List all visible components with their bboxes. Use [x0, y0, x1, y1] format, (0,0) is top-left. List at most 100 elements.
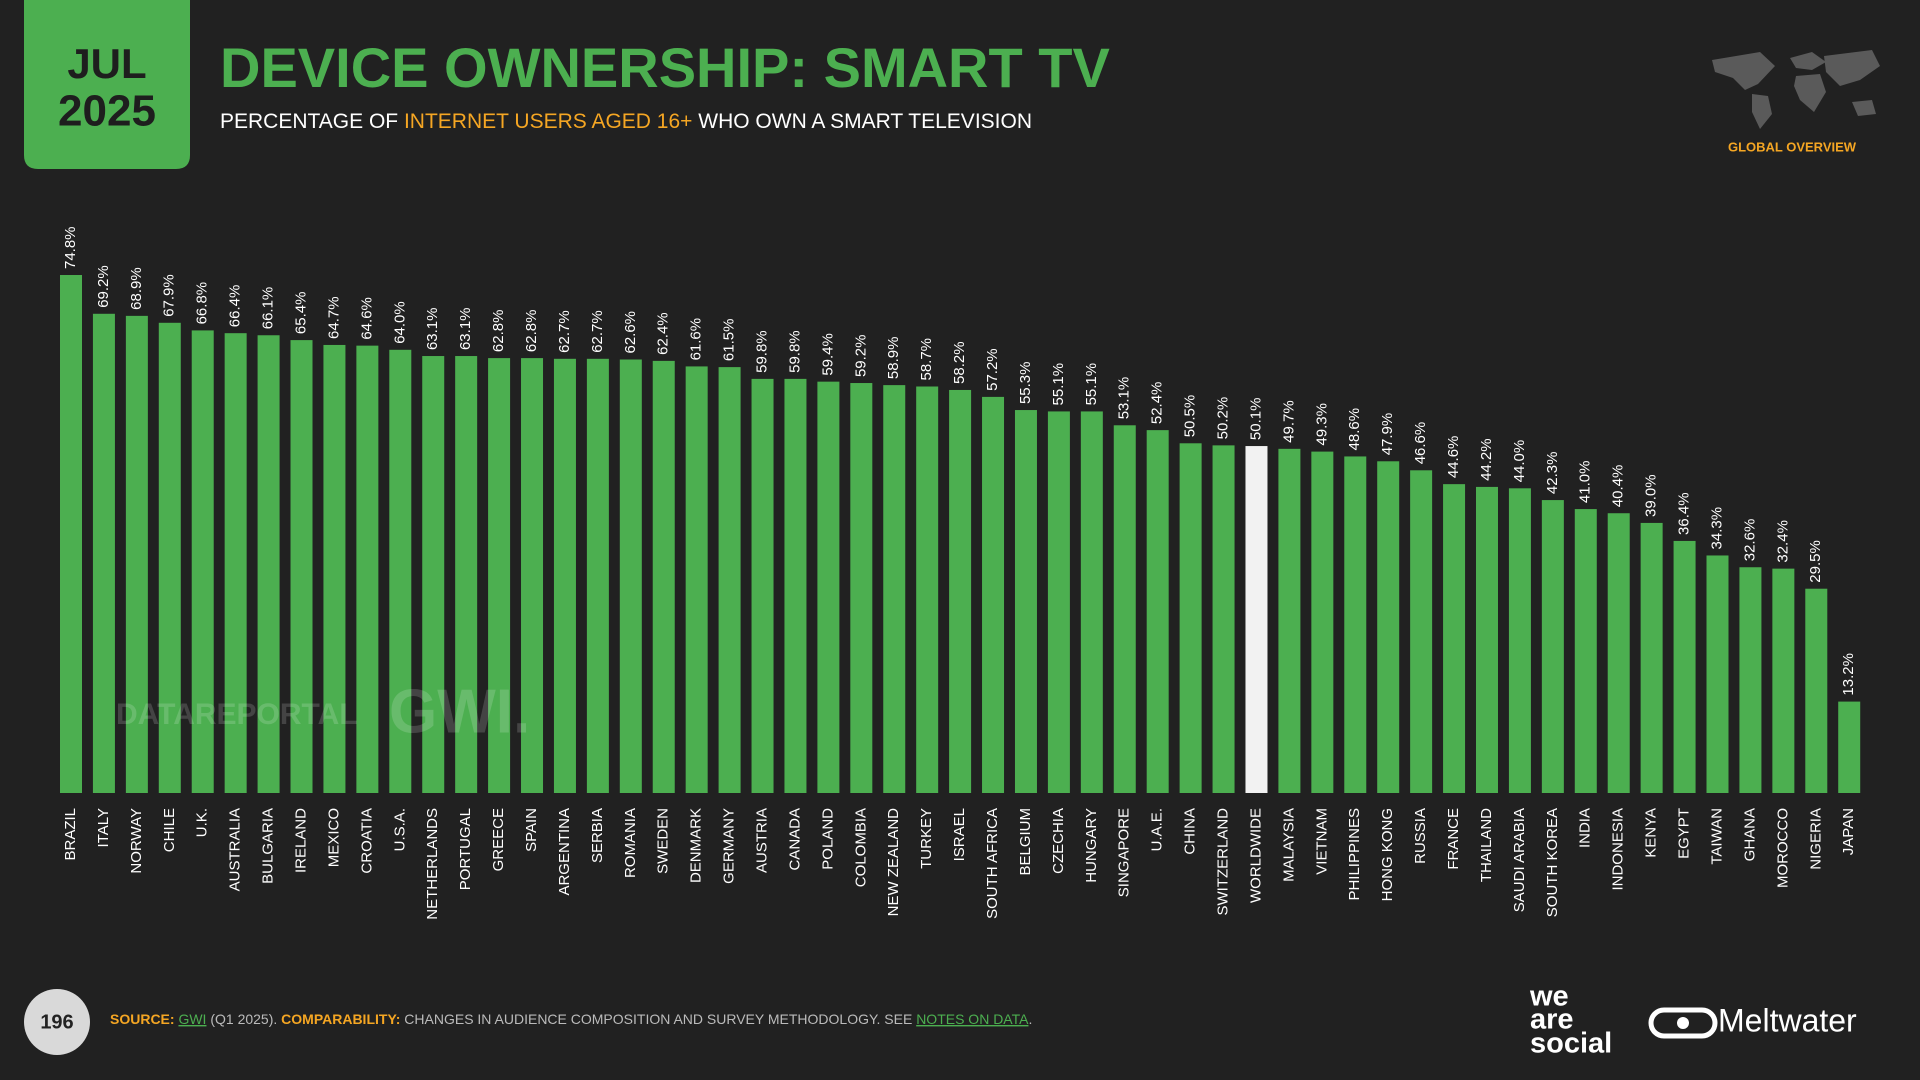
category-label: MEXICO	[325, 808, 342, 867]
category-label: CROATIA	[358, 808, 375, 874]
category-label: INDONESIA	[1610, 808, 1627, 891]
category-label: SOUTH AFRICA	[984, 808, 1001, 919]
bar	[718, 367, 741, 793]
value-label: 49.3%	[1313, 403, 1330, 446]
value-label: 36.4%	[1676, 492, 1693, 535]
logo-text: Meltwater	[1718, 1002, 1857, 1038]
category-label: FRANCE	[1445, 808, 1462, 870]
subtitle: PERCENTAGE OF INTERNET USERS AGED 16+ WH…	[220, 110, 1032, 133]
value-label: 65.4%	[292, 292, 309, 335]
bar	[1574, 509, 1597, 793]
value-label: 49.7%	[1280, 400, 1297, 443]
value-label: 66.8%	[194, 282, 211, 325]
category-label: AUSTRIA	[753, 808, 770, 873]
value-label: 50.1%	[1247, 398, 1264, 441]
category-label: SAUDI ARABIA	[1511, 808, 1528, 912]
bar	[1443, 484, 1466, 793]
value-label: 39.0%	[1643, 474, 1660, 517]
value-label: 34.3%	[1708, 507, 1725, 550]
category-label: PHILIPPINES	[1346, 808, 1363, 901]
category-label: U.A.E.	[1149, 808, 1166, 851]
value-label: 64.6%	[358, 297, 375, 340]
category-label: BELGIUM	[1017, 808, 1034, 876]
bar	[751, 378, 774, 793]
source-line: SOURCE: GWI (Q1 2025). COMPARABILITY: CH…	[110, 1011, 1032, 1027]
value-label: 59.2%	[852, 334, 869, 377]
bar-chart: 74.8% BRAZIL 69.2% ITALY 68.9% NORWAY 67.9% CHI…	[60, 226, 1861, 920]
category-label: ISRAEL	[951, 808, 968, 861]
value-label: 42.3%	[1544, 452, 1561, 495]
value-label: 32.4%	[1774, 520, 1791, 563]
logo-line: social	[1530, 1028, 1612, 1060]
bar	[323, 344, 346, 793]
bar	[488, 358, 511, 793]
value-label: 48.6%	[1346, 408, 1363, 451]
category-label: CHINA	[1182, 808, 1199, 855]
bar	[1805, 588, 1828, 793]
bar	[389, 349, 412, 793]
category-label: SOUTH KOREA	[1544, 808, 1561, 917]
category-label: GREECE	[490, 808, 507, 871]
category-label: U.S.A.	[391, 808, 408, 851]
bar	[916, 386, 939, 793]
value-label: 32.6%	[1741, 519, 1758, 562]
value-label: 52.4%	[1149, 382, 1166, 425]
category-label: MOROCCO	[1774, 808, 1791, 888]
bar	[125, 315, 148, 793]
value-label: 62.8%	[523, 310, 540, 353]
logo-we-are-social: we are social	[1529, 981, 1612, 1060]
bar	[817, 381, 840, 793]
category-label: TAIWAN	[1708, 808, 1725, 865]
source-link[interactable]: GWI	[178, 1011, 206, 1027]
value-label: 59.4%	[819, 333, 836, 376]
bar	[60, 275, 82, 793]
watermark: GWI.	[389, 677, 530, 746]
category-label: NIGERIA	[1807, 808, 1824, 870]
value-label: 66.4%	[227, 285, 244, 328]
value-label: 62.7%	[589, 310, 606, 353]
category-label: GHANA	[1741, 808, 1758, 861]
value-label: 58.2%	[951, 341, 968, 384]
value-label: 53.1%	[1116, 377, 1133, 420]
logo-meltwater: Meltwater	[1648, 1002, 1857, 1039]
bar	[1475, 486, 1498, 793]
bar	[850, 383, 873, 793]
logo-line: are	[1530, 1004, 1574, 1036]
watermark: DATAREPORTAL	[116, 698, 358, 731]
category-label: COLOMBIA	[852, 808, 869, 887]
category-label: NEW ZEALAND	[885, 808, 902, 917]
category-label: EGYPT	[1676, 808, 1693, 859]
value-label: 62.8%	[490, 310, 507, 353]
value-label: 67.9%	[161, 274, 178, 317]
category-label: JAPAN	[1840, 808, 1857, 855]
notes-link[interactable]: NOTES ON DATA	[916, 1011, 1029, 1027]
bar	[1640, 522, 1663, 793]
value-label: 63.1%	[457, 307, 474, 350]
category-label: KENYA	[1643, 808, 1660, 858]
bar	[982, 396, 1005, 793]
bar	[191, 330, 214, 793]
value-label: 41.0%	[1577, 461, 1594, 504]
value-label: 58.9%	[885, 337, 902, 380]
bar	[1607, 513, 1630, 793]
bar	[1278, 448, 1301, 793]
category-label: RUSSIA	[1412, 808, 1429, 864]
category-label: SERBIA	[589, 808, 606, 863]
value-label: 59.8%	[753, 330, 770, 373]
bar	[521, 358, 544, 793]
bar	[685, 366, 708, 793]
bar	[1311, 451, 1334, 793]
bar	[883, 385, 906, 793]
logo-icon-dot	[1677, 1017, 1689, 1029]
category-label: HUNGARY	[1083, 808, 1100, 883]
title: DEVICE OWNERSHIP: SMART TV	[220, 36, 1110, 99]
value-label: 74.8%	[62, 226, 79, 269]
value-label: 44.6%	[1445, 436, 1462, 479]
category-label: GERMANY	[721, 808, 738, 884]
bar	[1410, 470, 1433, 793]
value-label: 63.1%	[424, 307, 441, 350]
category-label: AUSTRALIA	[227, 808, 244, 891]
category-label: WORLDWIDE	[1247, 808, 1264, 903]
bar	[553, 358, 576, 793]
